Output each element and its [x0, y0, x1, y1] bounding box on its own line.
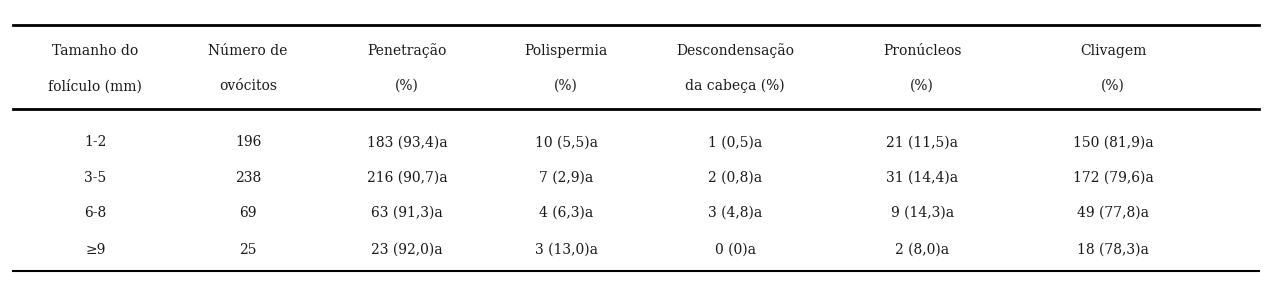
- Text: 25: 25: [239, 243, 257, 257]
- Text: Clivagem: Clivagem: [1080, 44, 1146, 58]
- Text: 1-2: 1-2: [84, 135, 107, 149]
- Text: 49 (77,8)a: 49 (77,8)a: [1077, 206, 1149, 220]
- Text: 18 (78,3)a: 18 (78,3)a: [1077, 243, 1149, 257]
- Text: folículo (mm): folículo (mm): [48, 79, 142, 93]
- Text: 23 (92,0)a: 23 (92,0)a: [371, 243, 443, 257]
- Text: 2 (8,0)a: 2 (8,0)a: [895, 243, 949, 257]
- Text: 3 (4,8)a: 3 (4,8)a: [709, 206, 762, 220]
- Text: da cabeça (%): da cabeça (%): [686, 79, 785, 93]
- Text: Polispermia: Polispermia: [524, 44, 608, 58]
- Text: 1 (0,5)a: 1 (0,5)a: [709, 135, 762, 149]
- Text: ovócitos: ovócitos: [219, 79, 277, 93]
- Text: 172 (79,6)a: 172 (79,6)a: [1072, 171, 1154, 185]
- Text: 7 (2,9)a: 7 (2,9)a: [539, 171, 593, 185]
- Text: Pronúcleos: Pronúcleos: [883, 44, 962, 58]
- Text: Penetração: Penetração: [368, 43, 446, 58]
- Text: Descondensação: Descondensação: [677, 43, 794, 58]
- Text: 3 (13,0)a: 3 (13,0)a: [534, 243, 598, 257]
- Text: 69: 69: [239, 206, 257, 220]
- Text: (%): (%): [396, 79, 418, 93]
- Text: (%): (%): [911, 79, 934, 93]
- Text: 6-8: 6-8: [84, 206, 107, 220]
- Text: 63 (91,3)a: 63 (91,3)a: [371, 206, 443, 220]
- Text: 9 (14,3)a: 9 (14,3)a: [890, 206, 954, 220]
- Text: 183 (93,4)a: 183 (93,4)a: [366, 135, 448, 149]
- Text: 0 (0)a: 0 (0)a: [715, 243, 756, 257]
- Text: 2 (0,8)a: 2 (0,8)a: [709, 171, 762, 185]
- Text: Tamanho do: Tamanho do: [52, 44, 139, 58]
- Text: 196: 196: [235, 135, 261, 149]
- Text: 3-5: 3-5: [84, 171, 107, 185]
- Text: 238: 238: [235, 171, 261, 185]
- Text: ≥9: ≥9: [85, 243, 106, 257]
- Text: (%): (%): [1102, 79, 1124, 93]
- Text: 216 (90,7)a: 216 (90,7)a: [366, 171, 448, 185]
- Text: (%): (%): [555, 79, 577, 93]
- Text: 10 (5,5)a: 10 (5,5)a: [534, 135, 598, 149]
- Text: 150 (81,9)a: 150 (81,9)a: [1072, 135, 1154, 149]
- Text: 4 (6,3)a: 4 (6,3)a: [539, 206, 593, 220]
- Text: 31 (14,4)a: 31 (14,4)a: [887, 171, 958, 185]
- Text: Número de: Número de: [209, 44, 287, 58]
- Text: 21 (11,5)a: 21 (11,5)a: [887, 135, 958, 149]
